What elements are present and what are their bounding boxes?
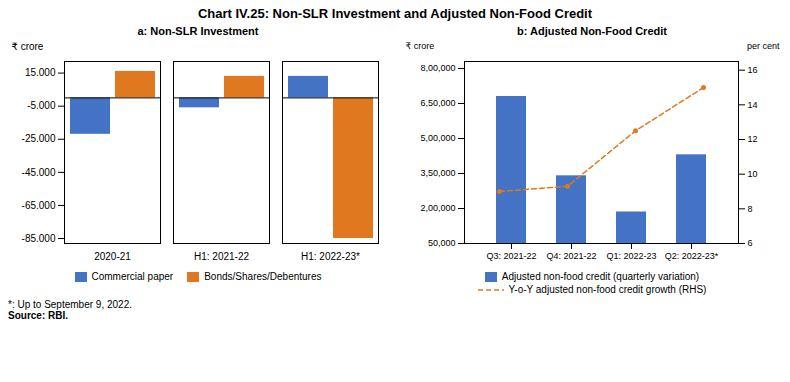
svg-text:50,000: 50,000	[428, 238, 456, 248]
svg-text:Q4: 2021-22: Q4: 2021-22	[546, 251, 596, 261]
svg-text:per cent: per cent	[747, 41, 780, 51]
svg-text:H1: 2021-22: H1: 2021-22	[194, 251, 249, 262]
svg-text:3,50,000: 3,50,000	[420, 168, 455, 178]
html-text:Bonds/Shares/Debentures: Bonds/Shares/Debentures	[204, 271, 322, 282]
svg-text:2020-21: 2020-21	[94, 251, 131, 262]
svg-text:H1: 2022-23*: H1: 2022-23*	[301, 251, 360, 262]
html-text:b: Adjusted Non-Food Credit: b: Adjusted Non-Food Credit	[517, 25, 667, 37]
svg-text:6,50,000: 6,50,000	[420, 98, 455, 108]
svg-text:8: 8	[748, 204, 753, 214]
html-text:*: Up to September 9, 2022.: *: Up to September 9, 2022.	[8, 299, 132, 310]
svg-text:6: 6	[748, 238, 753, 248]
svg-text:2,00,000: 2,00,000	[420, 203, 455, 213]
svg-text:10: 10	[748, 169, 758, 179]
svg-text:-25.000: -25.000	[22, 133, 56, 144]
svg-text:-45.000: -45.000	[22, 167, 56, 178]
svg-text:Q2: 2022-23*: Q2: 2022-23*	[665, 251, 719, 261]
svg-text:-5.000: -5.000	[27, 100, 56, 111]
svg-text:16: 16	[748, 65, 758, 75]
svg-text:14: 14	[748, 100, 758, 110]
svg-text:₹ crore: ₹ crore	[12, 41, 44, 52]
html-text:Commercial paper: Commercial paper	[91, 271, 174, 282]
svg-text:Q1: 2022-23: Q1: 2022-23	[606, 251, 656, 261]
html-text:Chart IV.25: Non-SLR Investmen: Chart IV.25: Non-SLR Investment and Adju…	[197, 6, 593, 21]
svg-text:-65.000: -65.000	[22, 200, 56, 211]
html-text:Y-o-Y adjusted non-food credit: Y-o-Y adjusted non-food credit growth (R…	[508, 284, 707, 295]
svg-text:Q3: 2021-22: Q3: 2021-22	[486, 251, 536, 261]
html-text:Adjusted non-food credit (quar: Adjusted non-food credit (quarterly vari…	[501, 271, 700, 282]
svg-text:8,00,000: 8,00,000	[420, 63, 455, 73]
html-text:a: Non-SLR Investment: a: Non-SLR Investment	[137, 25, 259, 37]
html-text:Source: RBI.: Source: RBI.	[8, 310, 68, 321]
svg-text:12: 12	[748, 134, 758, 144]
svg-text:-85.000: -85.000	[22, 233, 56, 244]
svg-text:5,00,000: 5,00,000	[420, 133, 455, 143]
svg-text:₹ crore: ₹ crore	[406, 41, 435, 51]
svg-text:15.000: 15.000	[25, 67, 56, 78]
